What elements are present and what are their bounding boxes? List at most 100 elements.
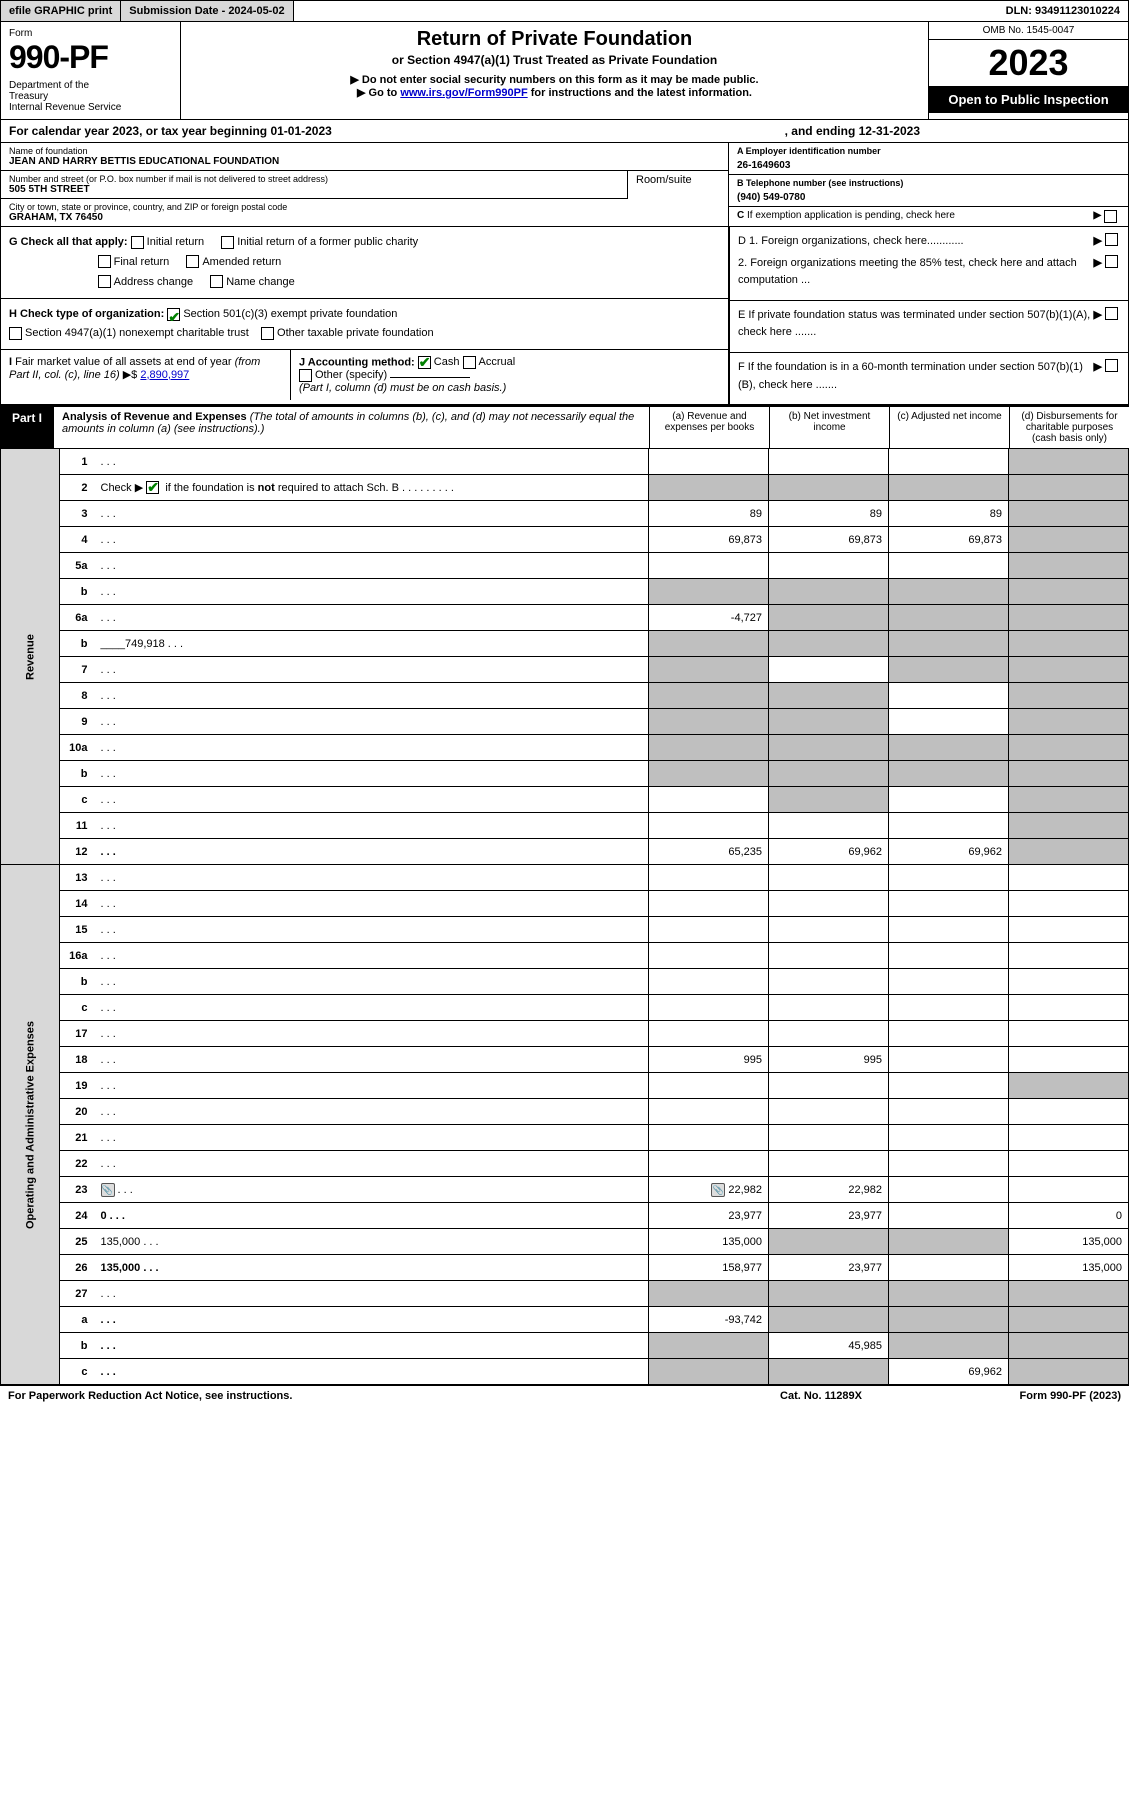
foundation-name-row: Name of foundation JEAN AND HARRY BETTIS… [1, 143, 728, 171]
form-ref: Form 990-PF (2023) [921, 1390, 1121, 1402]
g-final-return[interactable]: Final return [98, 256, 170, 268]
cell-b [769, 969, 889, 995]
g-amended[interactable]: Amended return [186, 256, 281, 268]
cell-c: 69,873 [889, 527, 1009, 553]
checkbox-icon[interactable] [463, 356, 476, 369]
h-4947[interactable]: Section 4947(a)(1) nonexempt charitable … [9, 327, 249, 339]
cell-a [649, 1021, 769, 1047]
fmv-link[interactable]: 2,890,997 [140, 369, 189, 381]
cell-d [1009, 1333, 1129, 1359]
h-other-taxable[interactable]: Other taxable private foundation [261, 327, 434, 339]
checkbox-icon[interactable] [1105, 233, 1118, 246]
col-d: (d) Disbursements for charitable purpose… [1009, 407, 1129, 448]
cell-a: 89 [649, 501, 769, 527]
row-number: 27 [60, 1281, 96, 1307]
cell-d [1009, 839, 1129, 865]
cell-b [769, 813, 889, 839]
attachment-icon[interactable]: 📎 [711, 1183, 725, 1197]
cell-c [889, 1021, 1009, 1047]
cell-a [649, 1073, 769, 1099]
cell-a [649, 943, 769, 969]
cell-a [649, 917, 769, 943]
cell-a [649, 475, 769, 501]
cell-c [889, 865, 1009, 891]
row-number: 1 [60, 449, 96, 475]
cell-d [1009, 813, 1129, 839]
checkbox-icon[interactable] [210, 275, 223, 288]
checkbox-icon[interactable] [1105, 255, 1118, 268]
checkbox-checked-icon[interactable] [167, 308, 180, 321]
instructions-link[interactable]: www.irs.gov/Form990PF [400, 87, 527, 99]
cell-c: 89 [889, 501, 1009, 527]
cell-d [1009, 735, 1129, 761]
checkbox-checked-icon[interactable] [418, 356, 431, 369]
info-right: A Employer identification number 26-1649… [728, 143, 1128, 404]
table-row: Operating and Administrative Expenses13 … [1, 865, 1129, 891]
tax-year: 2023 [929, 40, 1128, 86]
row-description: . . . [96, 501, 649, 527]
form-word: Form [9, 28, 172, 39]
info-left: Name of foundation JEAN AND HARRY BETTIS… [1, 143, 728, 404]
row-description: . . . [96, 917, 649, 943]
cell-b [769, 1099, 889, 1125]
row-number: 25 [60, 1229, 96, 1255]
cell-a [649, 891, 769, 917]
cell-d [1009, 657, 1129, 683]
checkbox-icon[interactable] [131, 236, 144, 249]
checkbox-icon[interactable] [1104, 210, 1117, 223]
j-cash[interactable]: Cash [418, 356, 460, 368]
checkbox-checked-icon[interactable] [146, 481, 159, 494]
form-number: 990-PF [9, 39, 172, 76]
checkbox-icon[interactable] [98, 255, 111, 268]
cell-d [1009, 1021, 1129, 1047]
checkbox-icon[interactable] [186, 255, 199, 268]
attachment-icon[interactable]: 📎 [101, 1183, 115, 1197]
checkbox-icon[interactable] [221, 236, 234, 249]
h-501c3[interactable]: Section 501(c)(3) exempt private foundat… [167, 308, 397, 320]
row-number: b [60, 1333, 96, 1359]
cell-b: 69,873 [769, 527, 889, 553]
cell-a [649, 553, 769, 579]
checkbox-icon[interactable] [1105, 359, 1118, 372]
table-row: 23📎 . . .📎 22,98222,982 [1, 1177, 1129, 1203]
cell-b: 45,985 [769, 1333, 889, 1359]
table-row: Revenue1 . . . [1, 449, 1129, 475]
row-number: c [60, 995, 96, 1021]
cell-a [649, 813, 769, 839]
row-description: 0 . . . [96, 1203, 649, 1229]
cy-end: , and ending 12-31-2023 [785, 124, 1120, 138]
cell-b [769, 475, 889, 501]
j-accrual[interactable]: Accrual [463, 356, 516, 368]
cell-b: 22,982 [769, 1177, 889, 1203]
cell-a: 65,235 [649, 839, 769, 865]
g-former-public[interactable]: Initial return of a former public charit… [221, 236, 418, 248]
part1-table: Revenue1 . . .2Check ▶ if the foundation… [0, 448, 1129, 1385]
cell-c [889, 1177, 1009, 1203]
cell-a [649, 735, 769, 761]
cell-c [889, 709, 1009, 735]
checkbox-icon[interactable] [299, 369, 312, 382]
checkbox-icon[interactable] [1105, 307, 1118, 320]
table-row: 10a . . . [1, 735, 1129, 761]
cell-a: -4,727 [649, 605, 769, 631]
instructions-line: ▶ Go to www.irs.gov/Form990PF for instru… [191, 86, 918, 99]
table-row: 19 . . . [1, 1073, 1129, 1099]
cell-c [889, 1203, 1009, 1229]
checkbox-icon[interactable] [98, 275, 111, 288]
table-row: b ____749,918 . . . [1, 631, 1129, 657]
g-initial-return[interactable]: Initial return [131, 236, 204, 248]
table-row: b . . . [1, 579, 1129, 605]
g-name-change[interactable]: Name change [210, 276, 295, 288]
row-number: a [60, 1307, 96, 1333]
cell-a [649, 579, 769, 605]
row-number: 16a [60, 943, 96, 969]
checkbox-icon[interactable] [9, 327, 22, 340]
section-h: H Check type of organization: Section 50… [1, 298, 728, 348]
cell-c [889, 1099, 1009, 1125]
cell-d [1009, 1359, 1129, 1385]
checkbox-icon[interactable] [261, 327, 274, 340]
table-row: 14 . . . [1, 891, 1129, 917]
cell-c [889, 1307, 1009, 1333]
g-address-change[interactable]: Address change [98, 276, 194, 288]
j-other[interactable]: Other (specify) [299, 369, 387, 381]
